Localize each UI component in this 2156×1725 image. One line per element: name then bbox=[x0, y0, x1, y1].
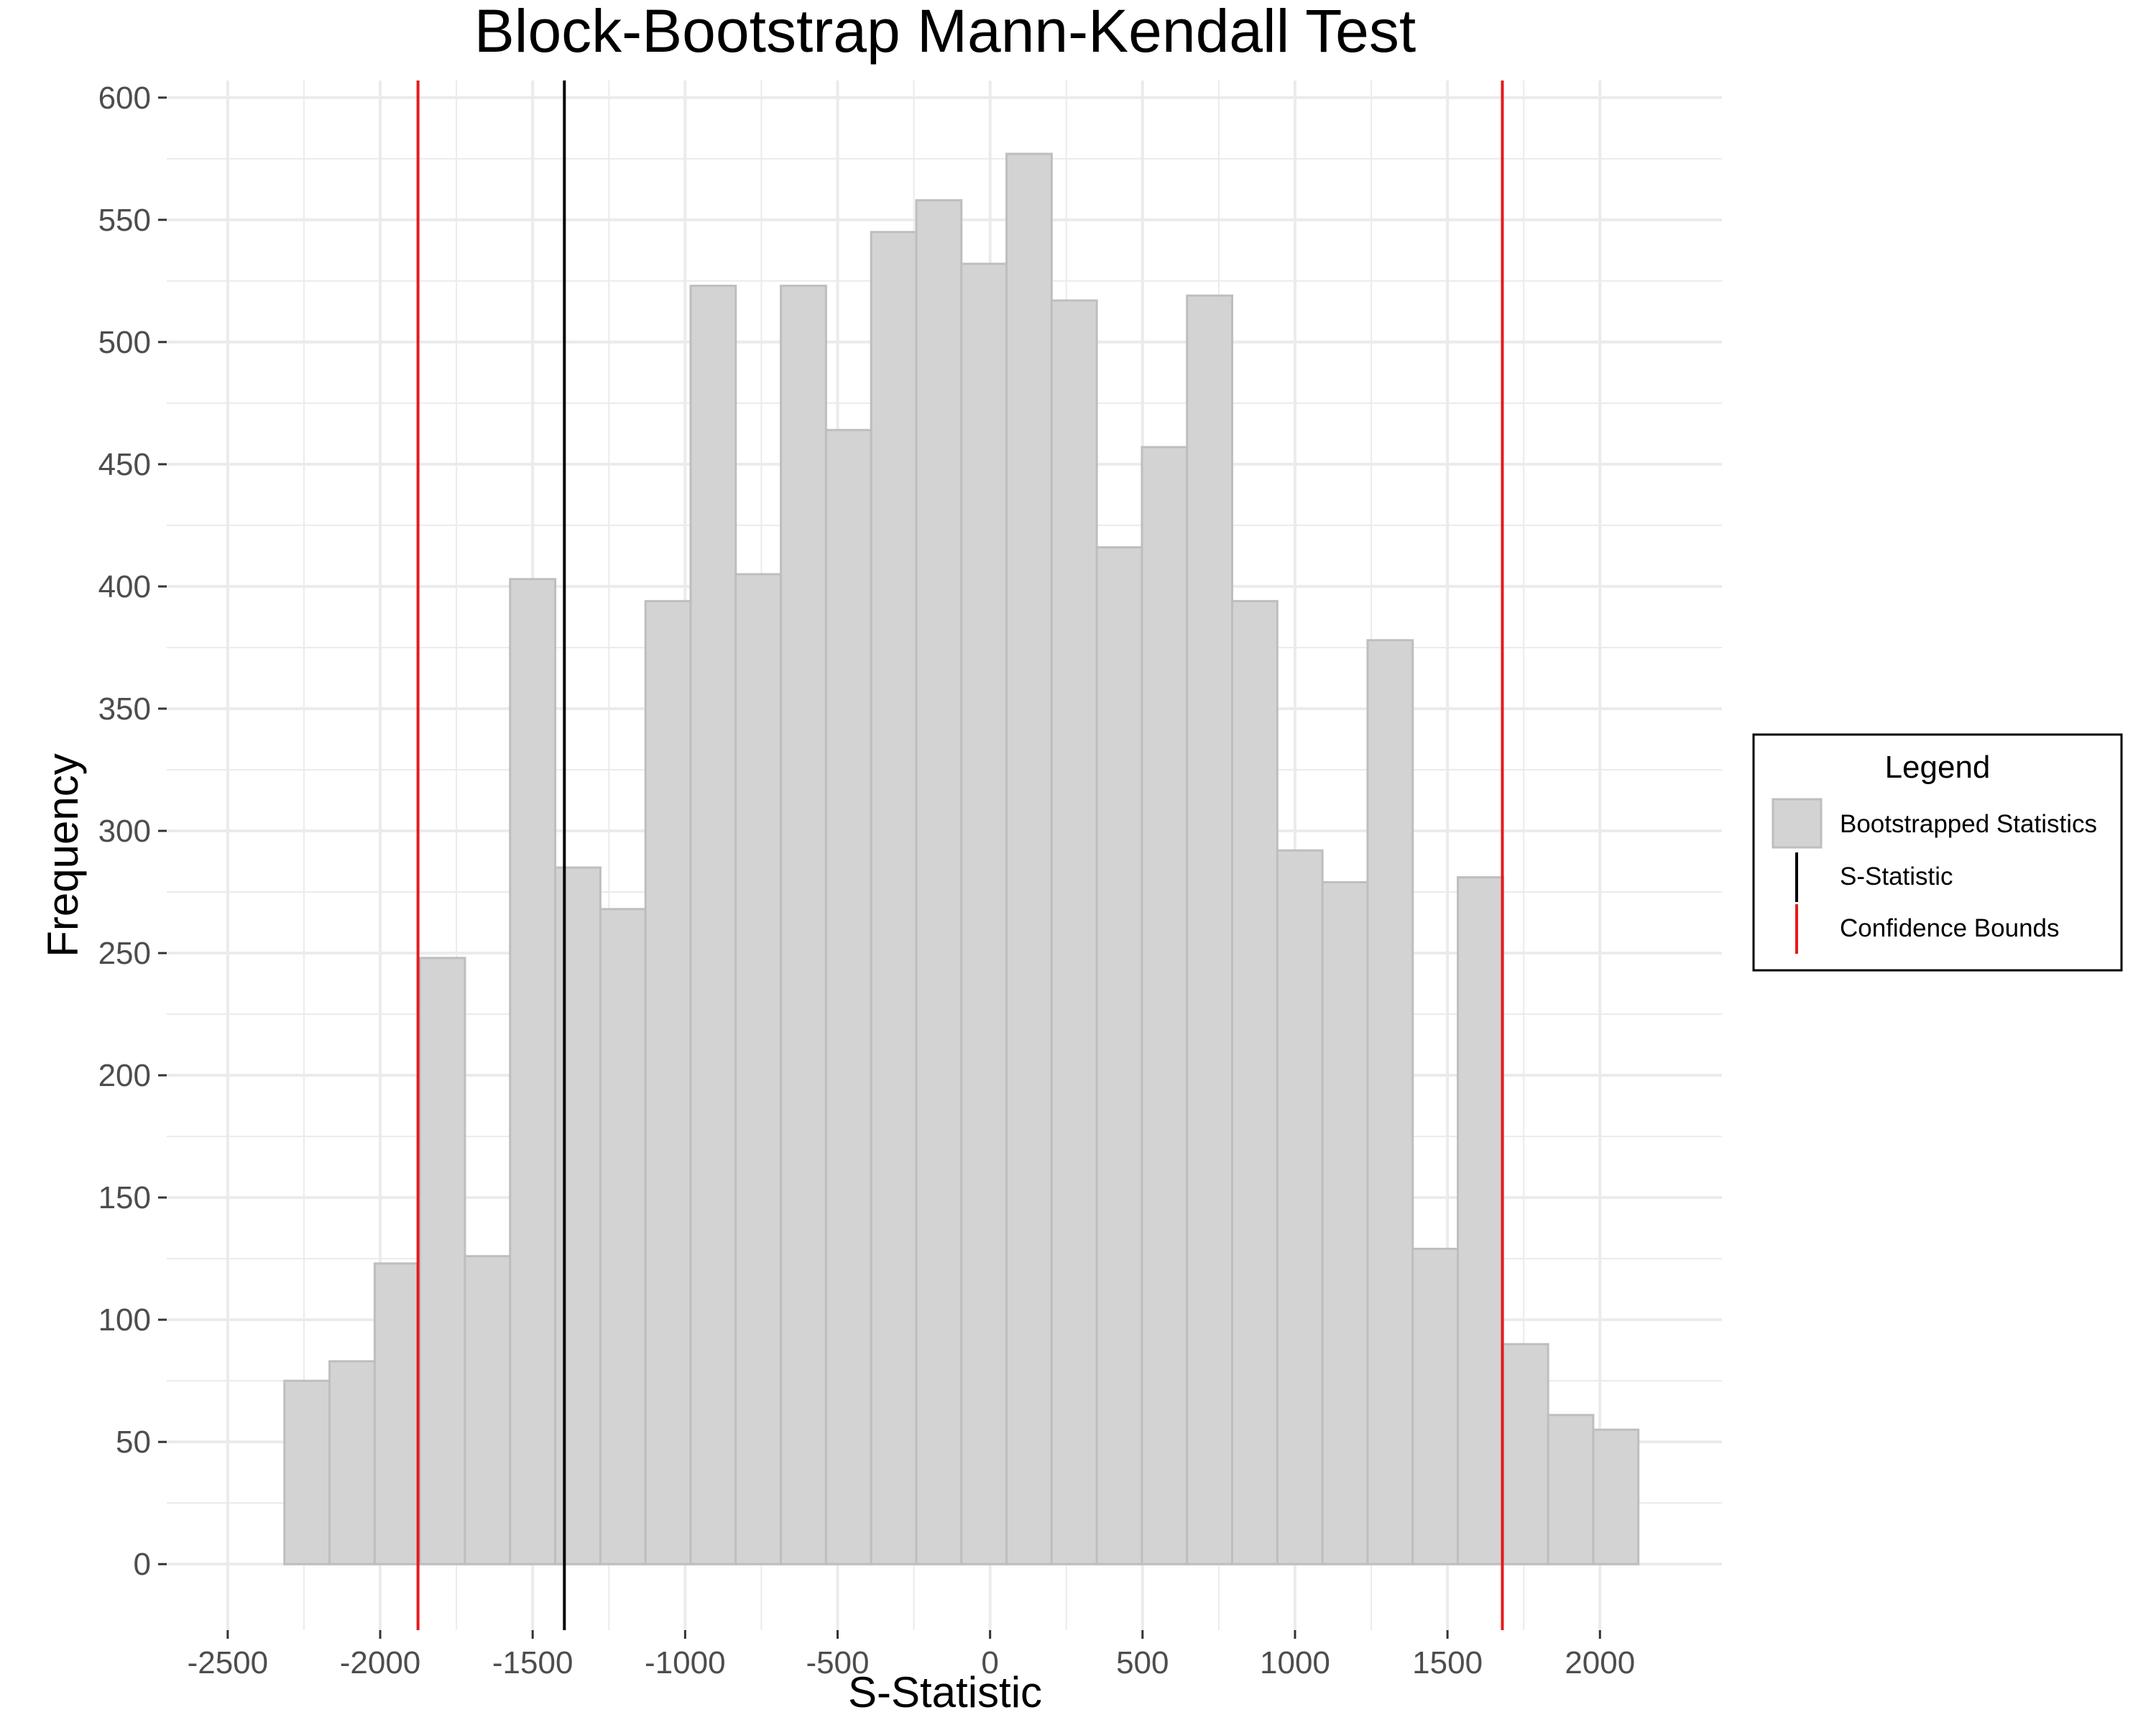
y-tick-label: 200 bbox=[98, 1058, 151, 1093]
x-tick-label: 1500 bbox=[1412, 1645, 1483, 1680]
histogram-bar bbox=[644, 599, 692, 1565]
histogram-bar bbox=[1321, 880, 1369, 1565]
histogram-bar bbox=[915, 199, 963, 1565]
histogram-bar bbox=[1231, 599, 1279, 1565]
histogram-bar bbox=[1547, 1414, 1595, 1565]
y-tick-label: 550 bbox=[98, 203, 151, 238]
histogram-bar bbox=[373, 1262, 421, 1565]
histogram-bar bbox=[1095, 546, 1143, 1565]
histogram-bar bbox=[464, 1255, 512, 1565]
y-tick-label: 100 bbox=[98, 1302, 151, 1338]
y-tick-label: 350 bbox=[98, 691, 151, 727]
histogram-bar bbox=[780, 285, 827, 1565]
histogram-bar bbox=[1592, 1428, 1640, 1565]
histogram-bar bbox=[870, 231, 918, 1565]
reference-lines bbox=[416, 80, 1504, 1630]
y-tick-label: 450 bbox=[98, 447, 151, 482]
legend-box bbox=[1752, 733, 2123, 972]
legend-label-s-statistic: S-Statistic bbox=[1840, 862, 1953, 891]
histogram-bar bbox=[418, 957, 466, 1565]
histogram-bar bbox=[824, 428, 872, 1565]
legend-title: Legend bbox=[1885, 750, 1991, 785]
histogram-bar bbox=[1005, 152, 1053, 1565]
x-axis-title: S-Statistic bbox=[848, 1668, 1042, 1716]
y-tick-label: 300 bbox=[98, 814, 151, 849]
histogram-bar bbox=[1186, 294, 1234, 1565]
y-axis-ticks: 0 50 100 150 200 250 300 350 400 450 500 550 600 bbox=[98, 80, 167, 1582]
histogram-bar bbox=[599, 908, 647, 1565]
y-tick-label: 250 bbox=[98, 936, 151, 971]
histogram-bar bbox=[1411, 1248, 1460, 1565]
legend-key-bootstrapped-statistics bbox=[1772, 798, 1823, 849]
histogram-bar bbox=[328, 1360, 376, 1565]
legend-label-bootstrapped-statistics: Bootstrapped Statistics bbox=[1840, 810, 2097, 838]
chart-title: Block-Bootstrap Mann-Kendall Test bbox=[474, 0, 1416, 65]
histogram-bar bbox=[689, 285, 737, 1565]
y-tick-label: 50 bbox=[116, 1425, 151, 1460]
histogram-bar bbox=[1366, 639, 1414, 1565]
x-tick-label: -1000 bbox=[645, 1645, 726, 1680]
x-tick-label: 0 bbox=[981, 1645, 998, 1680]
x-tick-label: -2000 bbox=[340, 1645, 421, 1680]
histogram-bar bbox=[283, 1379, 331, 1565]
y-tick-label: 0 bbox=[134, 1547, 151, 1582]
y-tick-label: 400 bbox=[98, 569, 151, 604]
histogram-bar bbox=[1501, 1343, 1549, 1565]
y-tick-label: 150 bbox=[98, 1180, 151, 1215]
histogram-bar bbox=[554, 866, 602, 1565]
y-axis-title: Frequency bbox=[39, 753, 87, 957]
histogram-bar bbox=[1457, 876, 1504, 1565]
legend-label-confidence-bounds: Confidence Bounds bbox=[1840, 914, 2060, 942]
histogram-bar bbox=[1276, 849, 1324, 1565]
x-tick-label: -1500 bbox=[492, 1645, 573, 1680]
histogram-bars bbox=[283, 152, 1640, 1565]
y-tick-label: 600 bbox=[98, 80, 151, 116]
histogram-bar bbox=[1141, 446, 1189, 1565]
histogram-bar bbox=[509, 578, 557, 1565]
histogram-bar bbox=[734, 573, 783, 1565]
legend: Legend Bootstrapped Statistics S-Statist… bbox=[1752, 733, 2123, 972]
x-tick-label: 1000 bbox=[1260, 1645, 1330, 1680]
histogram-bar bbox=[1050, 299, 1098, 1565]
histogram-bar bbox=[960, 262, 1008, 1565]
y-tick-label: 500 bbox=[98, 325, 151, 360]
x-tick-label: -2500 bbox=[188, 1645, 269, 1680]
x-tick-label: 2000 bbox=[1565, 1645, 1635, 1680]
x-axis-ticks: -2500 -2000 -1500 -1000 -500 0 500 1000 1500 2000 bbox=[188, 1630, 1635, 1680]
x-tick-label: 500 bbox=[1116, 1645, 1169, 1680]
x-tick-label: -500 bbox=[806, 1645, 869, 1680]
